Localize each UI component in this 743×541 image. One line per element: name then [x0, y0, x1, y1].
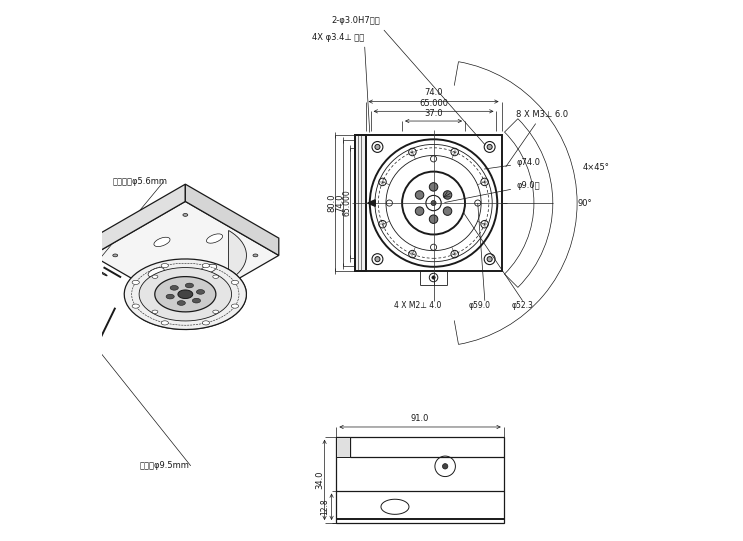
Bar	[366, 135, 502, 271]
Text: 65.000: 65.000	[419, 98, 448, 108]
Text: 65.000: 65.000	[343, 190, 351, 216]
Polygon shape	[212, 310, 218, 313]
Polygon shape	[139, 268, 232, 321]
Text: 74.0: 74.0	[335, 194, 344, 212]
Circle shape	[432, 276, 435, 279]
Polygon shape	[368, 200, 375, 206]
Polygon shape	[166, 294, 175, 299]
Circle shape	[415, 207, 424, 215]
Polygon shape	[202, 321, 210, 325]
Polygon shape	[183, 294, 188, 297]
Polygon shape	[192, 298, 201, 303]
Text: 8 X M3⊥ 6.0: 8 X M3⊥ 6.0	[506, 110, 568, 167]
Polygon shape	[185, 283, 193, 288]
Polygon shape	[170, 286, 178, 290]
Polygon shape	[231, 280, 239, 285]
Polygon shape	[132, 280, 140, 285]
Polygon shape	[212, 275, 218, 279]
Polygon shape	[155, 276, 216, 312]
Bar	[337, 437, 504, 523]
Text: 4X φ3.4⊥ 㛃穿: 4X φ3.4⊥ 㛃穿	[312, 32, 370, 133]
Polygon shape	[231, 304, 239, 308]
Polygon shape	[154, 237, 170, 247]
Polygon shape	[177, 301, 186, 305]
Circle shape	[443, 464, 448, 469]
Text: 4×45°: 4×45°	[583, 163, 609, 173]
Text: 91.0: 91.0	[411, 414, 429, 423]
Text: 74.0: 74.0	[424, 88, 443, 97]
Text: 电源线φ9.5mm: 电源线φ9.5mm	[140, 461, 189, 470]
Polygon shape	[148, 268, 164, 277]
Text: 37.0: 37.0	[424, 109, 443, 118]
Text: φ9.0通: φ9.0通	[445, 181, 539, 202]
Circle shape	[444, 191, 452, 199]
Bar	[354, 135, 366, 271]
Circle shape	[375, 144, 380, 149]
Text: 12.8: 12.8	[320, 498, 329, 515]
Polygon shape	[94, 195, 101, 199]
Polygon shape	[207, 234, 223, 243]
Polygon shape	[132, 304, 140, 308]
Polygon shape	[202, 263, 210, 268]
Text: 编码器线φ5.6mm: 编码器线φ5.6mm	[112, 177, 167, 186]
Text: 34.0: 34.0	[316, 471, 325, 489]
Circle shape	[415, 191, 424, 199]
Polygon shape	[152, 310, 158, 313]
Polygon shape	[100, 272, 107, 276]
Circle shape	[431, 201, 436, 206]
Text: φ52.3: φ52.3	[512, 301, 533, 309]
Polygon shape	[178, 290, 192, 299]
Circle shape	[375, 256, 380, 262]
Text: 2-φ3.0H7㛃穿: 2-φ3.0H7㛃穿	[331, 16, 485, 145]
Polygon shape	[183, 214, 188, 216]
Polygon shape	[196, 289, 204, 294]
Polygon shape	[185, 184, 279, 255]
Polygon shape	[113, 254, 117, 257]
Circle shape	[444, 207, 452, 215]
Polygon shape	[124, 259, 247, 329]
Text: 80.0: 80.0	[328, 194, 337, 212]
Text: φ74.0: φ74.0	[484, 159, 540, 169]
Polygon shape	[92, 184, 185, 255]
Polygon shape	[92, 201, 279, 309]
Polygon shape	[142, 230, 247, 329]
Circle shape	[487, 144, 492, 149]
Bar	[354, 135, 366, 271]
Polygon shape	[152, 275, 158, 279]
Circle shape	[429, 215, 438, 223]
Text: φ59.0: φ59.0	[468, 301, 490, 309]
Polygon shape	[161, 263, 169, 268]
Circle shape	[487, 256, 492, 262]
Text: 4 X M2⊥ 4.0: 4 X M2⊥ 4.0	[394, 301, 441, 309]
Polygon shape	[253, 254, 258, 257]
Polygon shape	[201, 264, 217, 274]
Text: 90°: 90°	[577, 199, 591, 208]
Polygon shape	[381, 499, 409, 514]
Circle shape	[429, 183, 438, 191]
Polygon shape	[161, 321, 169, 325]
Bar	[337, 437, 351, 457]
